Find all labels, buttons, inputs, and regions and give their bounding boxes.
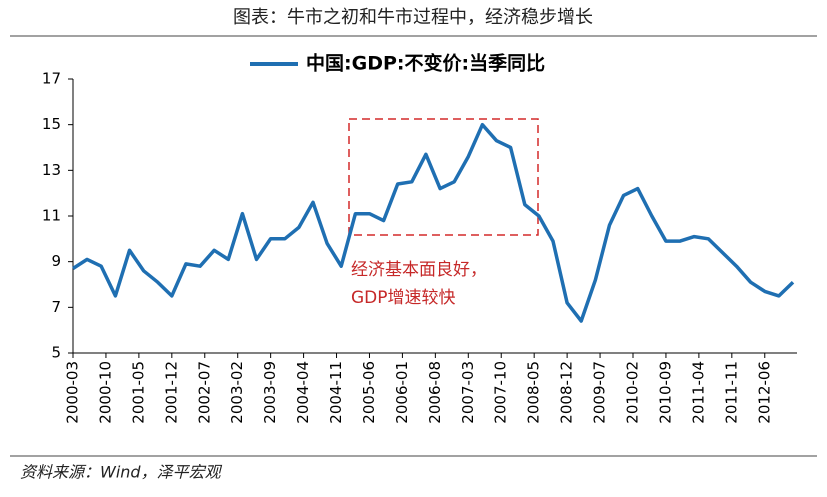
x-tick-label: 2000-03	[64, 361, 82, 424]
x-tick-label: 2002-07	[195, 361, 213, 424]
x-tick-label: 2008-05	[525, 361, 543, 424]
x-tick-label: 2003-09	[261, 361, 279, 424]
x-tick-label: 2005-06	[360, 361, 378, 424]
x-tick-label: 2011-11	[722, 361, 740, 424]
x-tick-label: 2004-11	[327, 361, 345, 424]
x-tick-label: 2008-12	[558, 361, 576, 424]
x-tick-label: 2001-12	[162, 361, 180, 424]
y-tick-label: 13	[42, 161, 61, 179]
chart-title: 图表：牛市之初和牛市过程中，经济稳步增长	[233, 7, 593, 28]
series-line	[72, 122, 795, 323]
x-tick-label: 2006-08	[426, 361, 444, 424]
x-tick-label: 2007-03	[459, 361, 477, 424]
x-tick-label: 2012-06	[755, 361, 773, 424]
source: 资料来源：Wind，泽平宏观	[20, 463, 223, 482]
legend-label: 中国:GDP:不变价:当季同比	[306, 52, 545, 75]
y-tick-label: 7	[51, 298, 61, 316]
y-tick-label: 11	[42, 207, 61, 225]
x-tick-label: 2003-02	[228, 361, 246, 424]
annotation: GDP增速较快	[351, 288, 456, 308]
y-tick-label: 17	[42, 70, 61, 88]
x-tick-label: 2004-04	[294, 361, 312, 424]
x-tick-label: 2011-04	[689, 361, 707, 424]
x-tick-label: 2007-10	[492, 361, 510, 424]
y-tick-label: 15	[42, 115, 61, 133]
y-tick-label: 9	[51, 252, 61, 270]
highlight-box	[348, 118, 539, 236]
x-tick-label: 2001-05	[129, 361, 147, 424]
x-tick-label: 2009-07	[591, 361, 609, 424]
annotation: 经济基本面良好，	[351, 260, 487, 280]
x-tick-label: 2000-10	[96, 361, 114, 424]
y-tick-label: 5	[51, 344, 61, 362]
x-tick-label: 2010-02	[624, 361, 642, 424]
x-tick-label: 2006-01	[393, 361, 411, 424]
x-tick-label: 2010-09	[656, 361, 674, 424]
